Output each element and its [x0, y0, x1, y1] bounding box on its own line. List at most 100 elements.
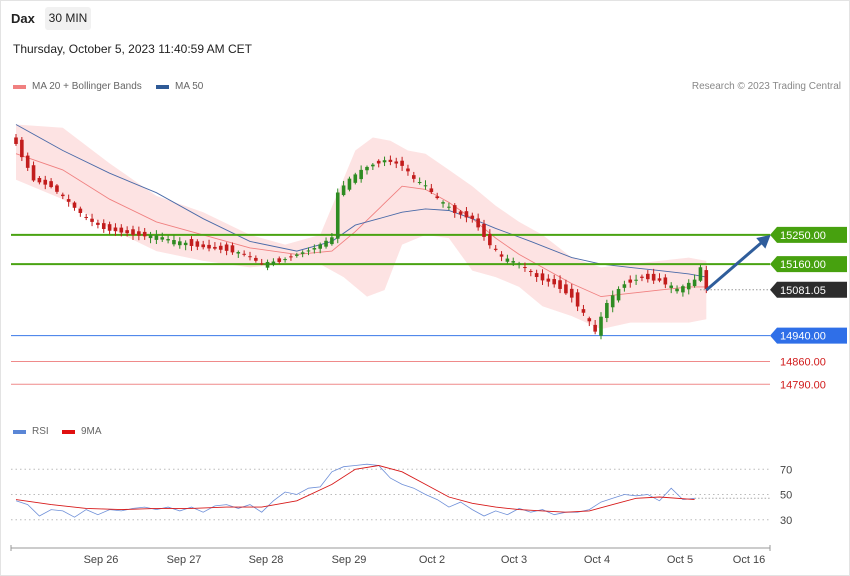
candle-body	[616, 288, 621, 301]
candle-body	[189, 239, 194, 246]
candle-body	[265, 261, 270, 268]
candle-body	[394, 161, 399, 164]
candle-body	[663, 277, 668, 285]
candle-body	[488, 234, 492, 246]
candle-body	[330, 237, 334, 245]
rsi-tick-30: 30	[780, 515, 792, 527]
level-label-2: 15081.05	[780, 285, 826, 297]
candle-body	[230, 245, 235, 253]
candle-body	[587, 318, 592, 322]
candle-body	[353, 174, 358, 183]
x-tick-2: Sep 28	[249, 554, 284, 566]
timeframe-button[interactable]: 30 MIN	[45, 7, 91, 30]
chart-datetime: Thursday, October 5, 2023 11:40:59 AM CE…	[13, 42, 253, 56]
candle-body	[423, 185, 428, 187]
level-tag-3	[770, 327, 847, 344]
candle-body	[289, 256, 293, 258]
candle-body	[429, 188, 434, 193]
research-credit: Research © 2023 Trading Central	[691, 81, 841, 92]
candle-body	[335, 192, 340, 239]
candle-body	[610, 295, 615, 308]
candle-body	[640, 276, 644, 278]
candle-body	[78, 208, 83, 213]
ma50-line	[15, 124, 707, 278]
candle-body	[154, 235, 159, 240]
legend-ma20: MA 20 + Bollinger Bands	[13, 81, 142, 92]
candle-body	[552, 279, 556, 285]
bollinger-band-layer	[16, 124, 707, 330]
candle-body	[447, 206, 451, 208]
candle-body	[523, 267, 527, 269]
candle-body	[306, 250, 311, 252]
legend-rsi-ma-swatch	[62, 429, 75, 434]
candle-body	[593, 324, 597, 332]
candle-body	[441, 202, 445, 204]
candle-body	[529, 270, 533, 273]
candle-body	[84, 216, 88, 218]
candle-body	[236, 252, 241, 254]
candle-body	[669, 285, 673, 288]
candle-body	[435, 196, 439, 199]
candle-body	[14, 137, 18, 144]
candle-body	[107, 224, 112, 231]
candle-body	[359, 169, 363, 180]
candle-body	[20, 139, 24, 158]
x-tick-6: Oct 4	[584, 554, 610, 566]
candle-body	[137, 231, 141, 236]
candle-body	[452, 205, 457, 213]
x-tick-1: Sep 27	[167, 554, 202, 566]
candle-body	[61, 194, 65, 197]
candle-body	[113, 227, 118, 232]
instrument-title: Dax	[11, 11, 35, 26]
candle-body	[493, 248, 498, 250]
candle-body	[517, 263, 521, 265]
candle-body	[178, 241, 182, 246]
candle-body	[412, 175, 416, 179]
candle-body	[31, 165, 36, 181]
candle-body	[148, 235, 153, 239]
candle-body	[125, 230, 129, 234]
candle-body	[575, 292, 580, 307]
candle-body	[681, 286, 685, 293]
candle-body	[55, 185, 59, 192]
candle-body	[628, 279, 633, 283]
x-tick-4: Oct 2	[419, 554, 445, 566]
candle-body	[365, 166, 369, 171]
candle-body	[49, 181, 53, 188]
candle-body	[599, 316, 603, 336]
candle-body	[505, 258, 510, 262]
candle-body	[224, 244, 229, 251]
candle-body	[406, 168, 410, 172]
level-label-3: 14940.00	[780, 331, 826, 343]
candle-body	[581, 309, 586, 313]
candle-body	[318, 244, 322, 249]
candle-body	[341, 185, 346, 196]
level-tag-0	[770, 226, 847, 243]
candle-body	[458, 211, 463, 215]
candle-body	[511, 261, 516, 263]
candle-body	[646, 273, 650, 280]
candle-body	[417, 182, 422, 184]
level-tag-2	[770, 281, 847, 298]
candle-body	[259, 263, 264, 265]
candle-body	[347, 178, 352, 190]
x-tick-7: Oct 5	[667, 554, 693, 566]
legend-rsi: RSI	[13, 426, 49, 437]
candle-body	[172, 240, 176, 245]
projection-arrow-layer	[705, 234, 771, 292]
candle-body	[131, 229, 135, 235]
candle-body	[242, 253, 246, 255]
rsi-ma-line	[15, 465, 695, 513]
candle-body	[207, 244, 211, 249]
candle-body	[692, 279, 697, 287]
rsi-panel-layer: 70 50 30	[11, 463, 792, 527]
candle-body	[564, 284, 568, 294]
bollinger-band-area	[16, 124, 707, 330]
x-tick-0: Sep 26	[84, 554, 119, 566]
candle-body	[213, 246, 217, 249]
candle-body	[558, 280, 562, 289]
candle-body	[371, 164, 375, 167]
legend-ma50-swatch	[156, 84, 169, 89]
legend-ma50: MA 50	[156, 81, 203, 92]
x-tick-5: Oct 3	[501, 554, 527, 566]
